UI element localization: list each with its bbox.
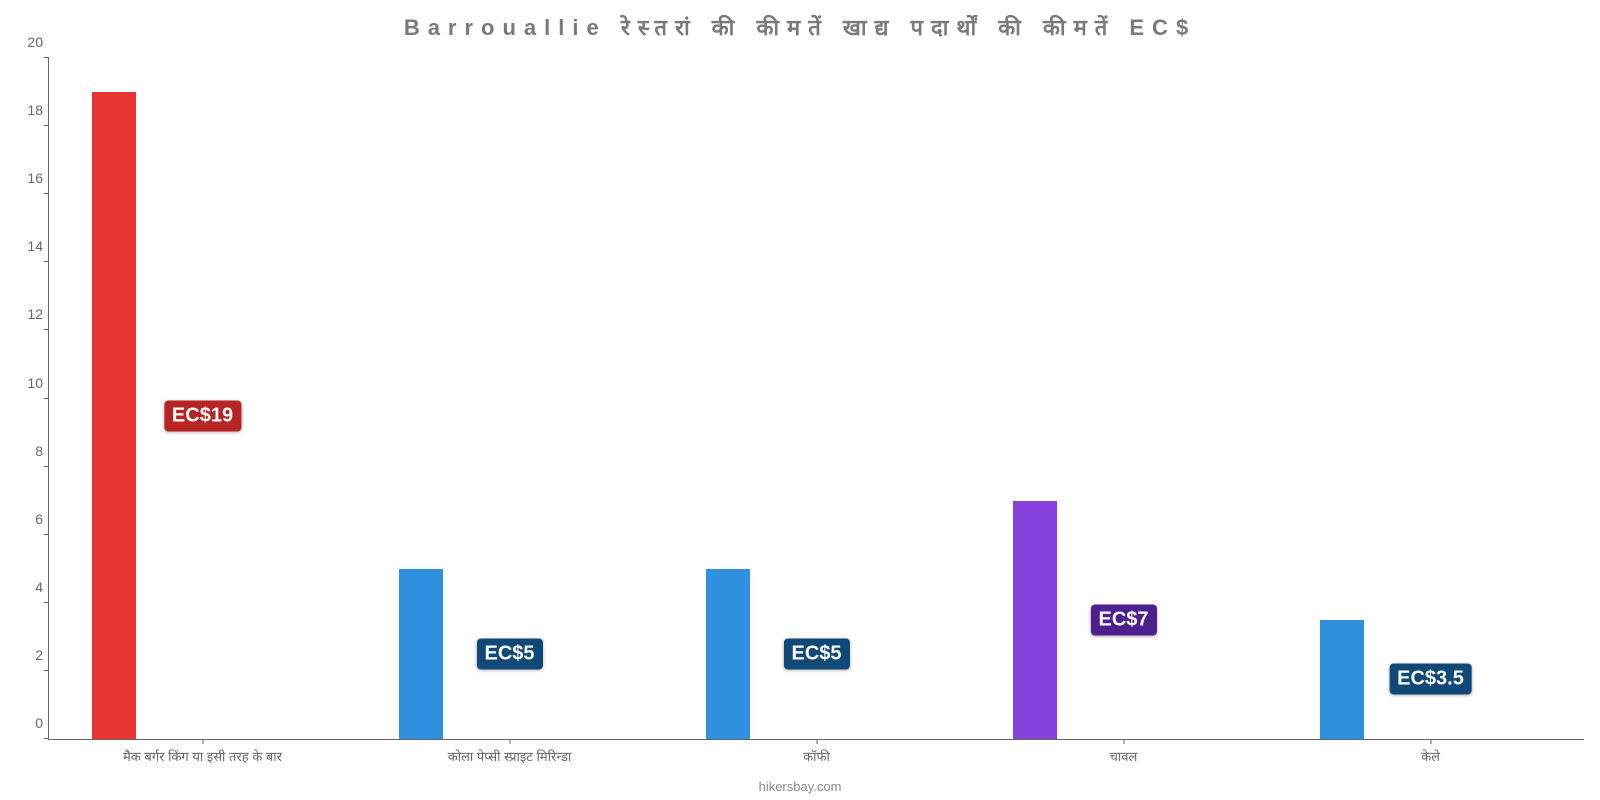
- x-tick-label: कॉफी: [803, 739, 830, 765]
- value-badge: EC$5: [476, 638, 542, 669]
- y-tick-label: 2: [35, 647, 49, 663]
- y-tick-label: 0: [35, 715, 49, 731]
- bar: [1320, 620, 1364, 739]
- bar-slot: EC$7चावल: [970, 58, 1277, 739]
- y-tick-label: 12: [27, 306, 49, 322]
- y-tick-label: 14: [27, 238, 49, 254]
- x-tick-label: कोला पेप्सी स्प्राइट मिरिन्डा: [448, 739, 572, 765]
- value-badge: EC$5: [783, 638, 849, 669]
- value-badge: EC$19: [164, 400, 241, 431]
- x-tick-label: केले: [1421, 739, 1440, 765]
- bar-slot: EC$3.5केले: [1277, 58, 1584, 739]
- value-badge: EC$7: [1090, 604, 1156, 635]
- y-tick-label: 8: [35, 443, 49, 459]
- bar: [92, 92, 136, 739]
- x-tick-label: चावल: [1110, 739, 1138, 765]
- bar: [399, 569, 443, 739]
- y-tick-label: 16: [27, 170, 49, 186]
- value-badge: EC$3.5: [1389, 664, 1472, 695]
- y-tick-label: 20: [27, 34, 49, 50]
- y-tick-label: 18: [27, 102, 49, 118]
- plot-area: 02468101214161820EC$19मैक बर्गर किंग या …: [48, 58, 1584, 740]
- chart-title: Barrouallie रेस्तरां की कीमतें खाद्य पदा…: [0, 12, 1600, 42]
- x-tick-label: मैक बर्गर किंग या इसी तरह के बार: [123, 739, 282, 765]
- bar: [706, 569, 750, 739]
- bar-slot: EC$19मैक बर्गर किंग या इसी तरह के बार: [49, 58, 356, 739]
- y-tick-label: 6: [35, 511, 49, 527]
- bar-slot: EC$5कोला पेप्सी स्प्राइट मिरिन्डा: [356, 58, 663, 739]
- y-tick-label: 4: [35, 579, 49, 595]
- bar: [1013, 501, 1057, 739]
- y-tick-label: 10: [27, 375, 49, 391]
- chart-credit: hikersbay.com: [0, 779, 1600, 794]
- bar-slot: EC$5कॉफी: [663, 58, 970, 739]
- bar-chart: Barrouallie रेस्तरां की कीमतें खाद्य पदा…: [0, 0, 1600, 800]
